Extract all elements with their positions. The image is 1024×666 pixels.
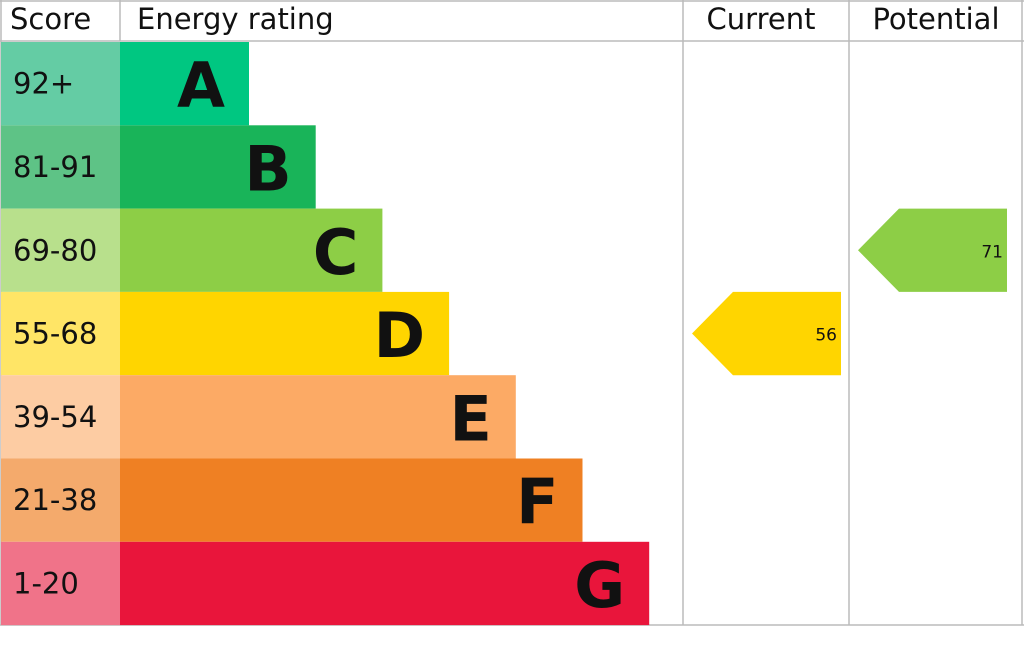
rating-bar xyxy=(120,541,650,626)
current-value: 56 xyxy=(815,326,837,346)
score-label: 39-54 xyxy=(13,400,97,434)
score-label: 1-20 xyxy=(13,566,79,600)
score-label: 21-38 xyxy=(13,483,97,517)
score-cell xyxy=(1,291,120,376)
header-potential: Potential xyxy=(872,2,999,36)
rating-bar xyxy=(120,375,516,459)
score-label: 92+ xyxy=(13,67,74,101)
rating-bar xyxy=(120,125,316,209)
rating-letter: F xyxy=(516,466,558,539)
score-label: 81-91 xyxy=(13,150,97,184)
rating-letter: A xyxy=(177,49,225,122)
rating-letter: G xyxy=(574,549,625,622)
score-cell xyxy=(1,375,120,459)
score-cell xyxy=(1,42,120,126)
score-cell xyxy=(1,541,120,626)
rating-bar xyxy=(120,208,383,292)
score-cell xyxy=(1,458,120,542)
rating-letter: E xyxy=(449,382,491,455)
score-label: 69-80 xyxy=(13,233,97,267)
current-arrow xyxy=(692,291,841,376)
potential-arrow xyxy=(858,208,1007,292)
rating-bar xyxy=(120,42,249,126)
rating-bar xyxy=(120,291,450,376)
score-cell xyxy=(1,208,120,292)
score-cell xyxy=(1,125,120,209)
rating-letter: B xyxy=(244,132,291,205)
potential-value: 71 xyxy=(981,242,1003,262)
header-score: Score xyxy=(10,2,91,36)
rating-letter: D xyxy=(374,299,425,372)
header-rating: Energy rating xyxy=(137,2,334,36)
rating-bar xyxy=(120,458,583,542)
score-label: 55-68 xyxy=(13,317,97,351)
rating-letter: C xyxy=(313,216,359,289)
header-current: Current xyxy=(707,2,816,36)
